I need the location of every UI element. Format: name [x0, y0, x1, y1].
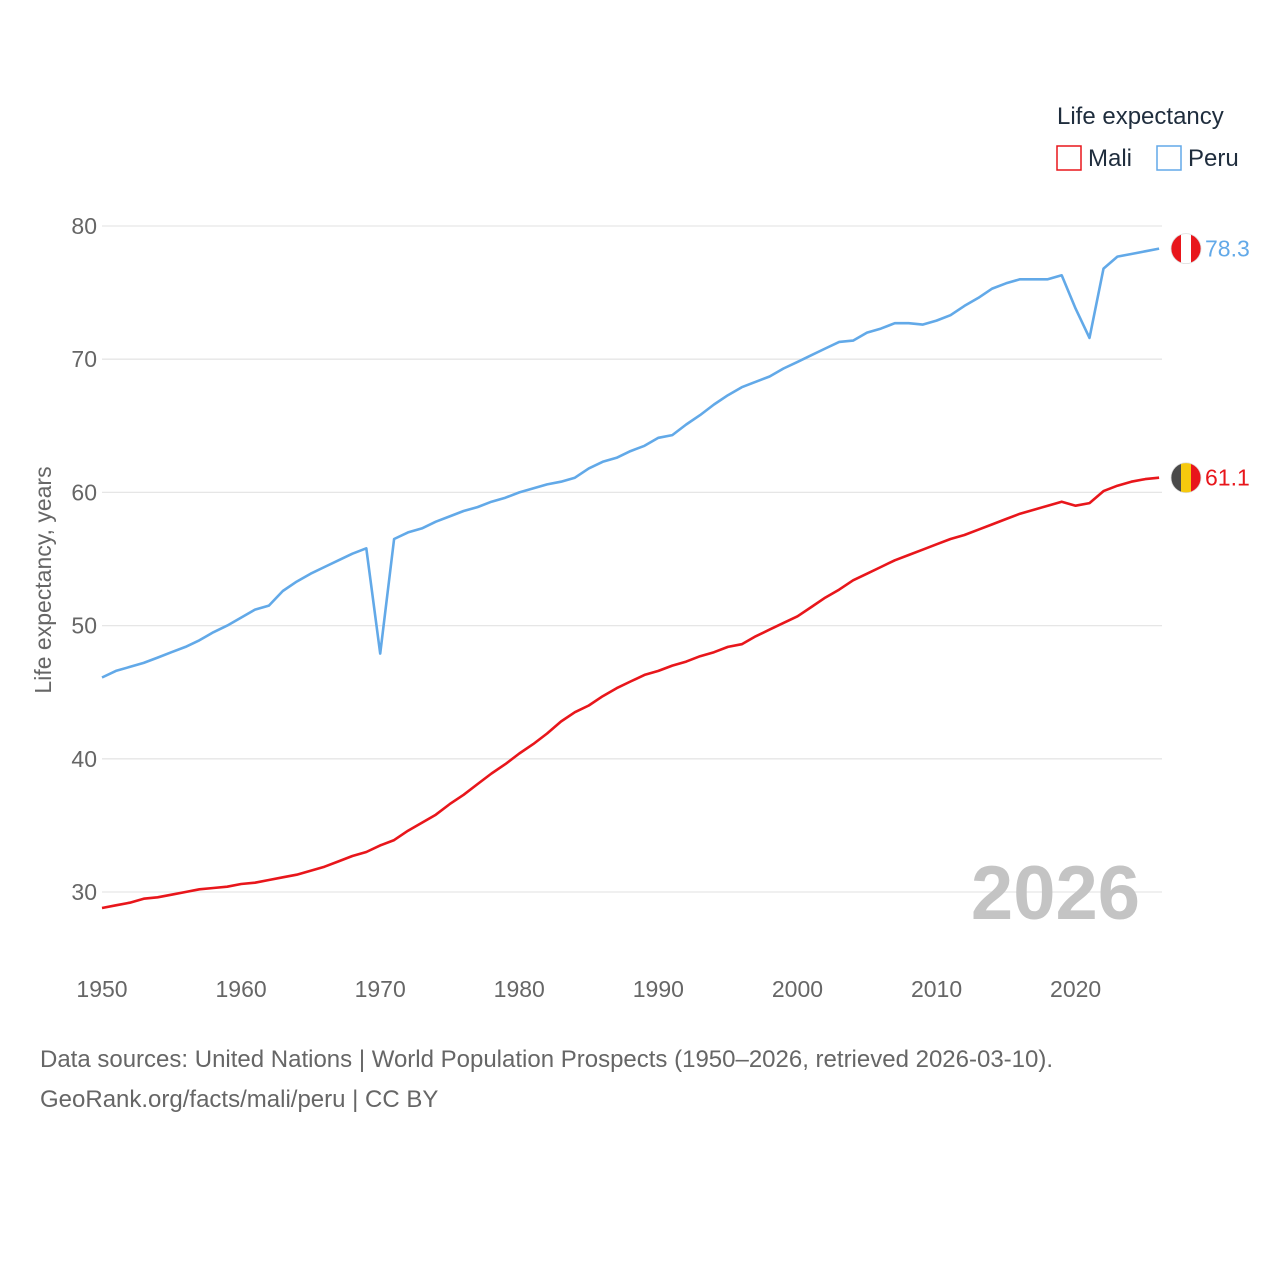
attribution-link[interactable]: GeoRank.org/facts/mali/peru | CC BY: [40, 1086, 439, 1113]
y-tick-label: 30: [71, 879, 97, 905]
x-axis-ticks: 1950 1960 1970 1980 1990 2000 2010 2020: [76, 976, 1101, 1002]
legend-swatch-peru: [1156, 145, 1182, 171]
y-tick-label: 80: [71, 213, 97, 239]
series-line-mali: [101, 476, 1160, 910]
x-tick-label: 1980: [494, 976, 545, 1002]
x-tick-label: 1960: [216, 976, 267, 1002]
end-markers: 61.1 78.3: [1170, 233, 1250, 494]
x-tick-label: 2000: [772, 976, 823, 1002]
y-axis-ticks: 30 40 50 60 70 80: [71, 213, 97, 905]
legend-item-peru[interactable]: Peru: [1156, 145, 1239, 172]
x-tick-label: 1990: [633, 976, 684, 1002]
year-watermark: 2026: [971, 851, 1140, 936]
x-tick-label: 1950: [76, 976, 127, 1002]
legend-title: Life expectancy: [1057, 103, 1224, 130]
gridlines: [102, 225, 1162, 893]
series-line-peru: [101, 247, 1160, 679]
legend-label-peru: Peru: [1188, 145, 1239, 172]
mali-flag-icon: [1170, 462, 1202, 494]
y-tick-label: 70: [71, 346, 97, 372]
series-lines: [101, 247, 1160, 910]
x-tick-label: 2020: [1050, 976, 1101, 1002]
y-tick-label: 40: [71, 746, 97, 772]
y-tick-label: 60: [71, 479, 97, 505]
end-value-label-mali: 61.1: [1205, 465, 1250, 491]
legend-item-mali[interactable]: Mali: [1056, 145, 1132, 172]
data-source-note: Data sources: United Nations | World Pop…: [40, 1046, 1054, 1073]
peru-flag-icon: [1170, 233, 1202, 265]
legend-swatch-mali: [1056, 145, 1082, 171]
end-value-label-peru: 78.3: [1205, 236, 1250, 262]
legend-label-mali: Mali: [1088, 145, 1132, 172]
x-tick-label: 1970: [355, 976, 406, 1002]
x-tick-label: 2010: [911, 976, 962, 1002]
y-tick-label: 50: [71, 613, 97, 639]
y-axis-label: Life expectancy, years: [30, 466, 56, 693]
